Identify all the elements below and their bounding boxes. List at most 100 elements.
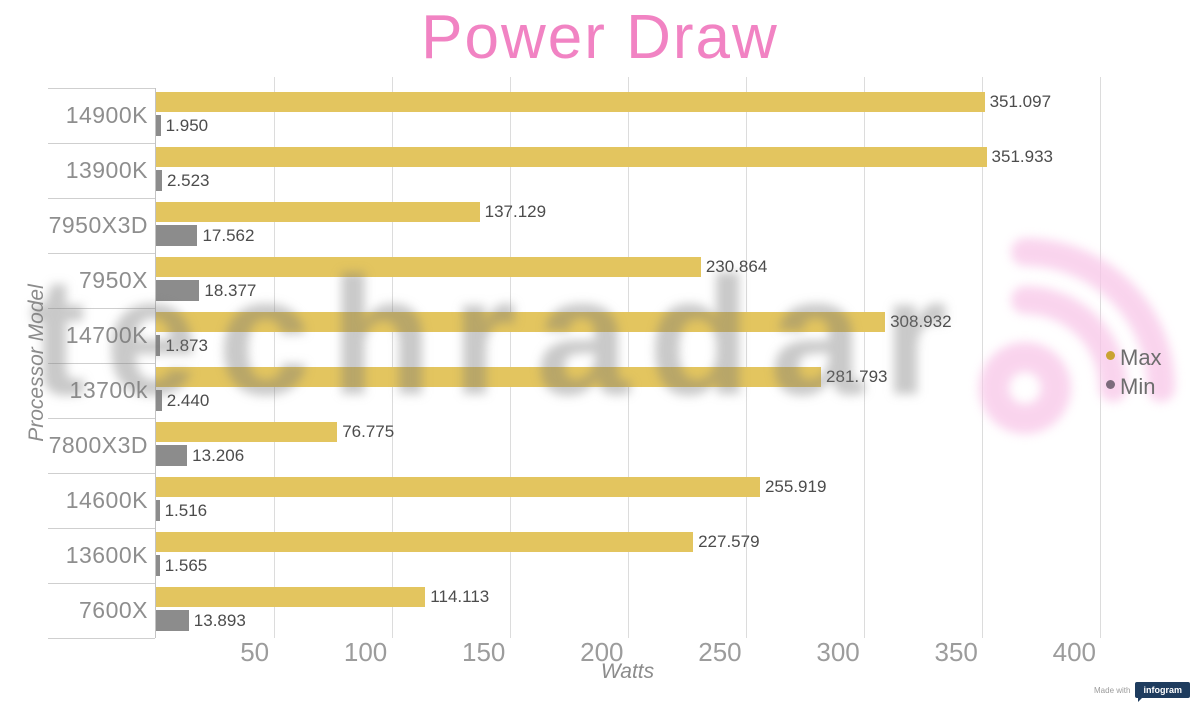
min-bar: 18.377 bbox=[156, 280, 256, 301]
category-separator bbox=[48, 253, 155, 254]
legend: Max Min bbox=[1106, 345, 1162, 403]
category-separator bbox=[48, 528, 155, 529]
legend-dot-max bbox=[1106, 351, 1115, 360]
legend-item-max: Max bbox=[1106, 345, 1162, 371]
min-value-label: 17.562 bbox=[202, 225, 255, 245]
min-value-label: 2.523 bbox=[166, 170, 210, 190]
category-separator bbox=[48, 473, 155, 474]
made-with-label: Made with bbox=[1094, 685, 1131, 695]
chart-title: Power Draw bbox=[421, 3, 779, 72]
min-value-label: 1.950 bbox=[165, 115, 209, 135]
min-value-label: 18.377 bbox=[204, 280, 257, 300]
category-label: 7950X bbox=[78, 267, 148, 293]
x-tick-400: 400 bbox=[1052, 637, 1096, 667]
category-separator bbox=[48, 638, 155, 639]
max-value-label: 351.933 bbox=[991, 147, 1053, 166]
max-bar: 76.775 bbox=[156, 422, 394, 442]
x-tick-250: 250 bbox=[698, 637, 742, 667]
max-value-label: 137.129 bbox=[484, 202, 547, 221]
category-separator bbox=[48, 308, 155, 309]
min-bar: 17.562 bbox=[156, 225, 254, 246]
min-bar: 1.950 bbox=[156, 115, 208, 136]
min-value-label: 1.565 bbox=[164, 555, 208, 575]
max-bar: 308.932 bbox=[156, 312, 952, 332]
max-value-label: 230.864 bbox=[705, 257, 768, 276]
chart-row-14600K: 255.919 1.516 bbox=[156, 473, 1100, 528]
max-bar: 351.933 bbox=[156, 147, 1053, 167]
x-tick-350: 350 bbox=[934, 637, 978, 667]
gridline-300 bbox=[864, 77, 865, 638]
category-separator bbox=[48, 418, 155, 419]
max-bar: 230.864 bbox=[156, 257, 767, 277]
max-value-label: 114.113 bbox=[430, 587, 490, 606]
chart-row-7800X3D: 76.775 13.206 bbox=[156, 418, 1100, 473]
legend-label: Min bbox=[1120, 374, 1156, 399]
x-tick-100: 100 bbox=[343, 637, 388, 667]
category-label: 13600K bbox=[65, 542, 148, 568]
chart-row-14700K: 308.932 1.873 bbox=[156, 308, 1100, 363]
category-label: 7950X3D bbox=[48, 212, 148, 238]
min-bar: 1.516 bbox=[156, 500, 207, 521]
chart-row-7950X3D: 137.129 17.562 bbox=[156, 198, 1100, 253]
max-bar: 114.113 bbox=[156, 587, 489, 607]
chart-row-14900K: 351.097 1.950 bbox=[156, 88, 1100, 143]
min-value-label: 2.440 bbox=[166, 390, 210, 410]
infogram-badge: Made with infogram bbox=[1094, 682, 1190, 702]
min-bar: 1.873 bbox=[156, 335, 208, 356]
category-separator bbox=[48, 198, 155, 199]
chart-row-13700k: 281.793 2.440 bbox=[156, 363, 1100, 418]
chart-row-7600X: 114.113 13.893 bbox=[156, 583, 1100, 638]
min-bar: 2.440 bbox=[156, 390, 209, 411]
x-tick-150: 150 bbox=[461, 637, 506, 667]
min-value-label: 13.893 bbox=[193, 610, 246, 630]
min-value-label: 1.516 bbox=[164, 500, 208, 520]
max-value-label: 227.579 bbox=[698, 532, 760, 551]
gridline-200 bbox=[628, 77, 629, 638]
min-bar: 13.206 bbox=[156, 445, 244, 466]
max-value-label: 351.097 bbox=[989, 92, 1052, 111]
max-value-label: 308.932 bbox=[890, 312, 952, 331]
max-value-label: 281.793 bbox=[826, 367, 888, 386]
max-value-label: 76.775 bbox=[342, 422, 395, 441]
category-label: 14600K bbox=[65, 487, 148, 513]
category-separator bbox=[48, 583, 155, 584]
x-tick-300: 300 bbox=[816, 637, 860, 667]
chart-row-13600K: 227.579 1.565 bbox=[156, 528, 1100, 583]
x-tick-200: 200 bbox=[580, 637, 624, 667]
min-value-label: 1.873 bbox=[165, 335, 208, 355]
category-label: 13700k bbox=[69, 377, 148, 403]
gridline-50 bbox=[274, 77, 275, 638]
min-value-label: 13.206 bbox=[192, 445, 245, 465]
gridline-100 bbox=[392, 77, 393, 638]
max-bar: 351.097 bbox=[156, 92, 1051, 112]
category-label: 7800X3D bbox=[48, 432, 148, 458]
category-separator bbox=[48, 88, 155, 89]
max-bar: 137.129 bbox=[156, 202, 546, 222]
infogram-logo[interactable]: infogram bbox=[1135, 682, 1190, 702]
gridline-150 bbox=[510, 77, 511, 638]
category-label: 7600X bbox=[78, 597, 148, 623]
category-separator bbox=[48, 363, 155, 364]
gridline-400 bbox=[1100, 77, 1101, 638]
legend-label: Max bbox=[1120, 345, 1162, 370]
gridline-250 bbox=[746, 77, 747, 638]
category-label: 14700K bbox=[65, 322, 148, 348]
chart-row-13900K: 351.933 2.523 bbox=[156, 143, 1100, 198]
x-axis-ticks: 50 100 150 200 250 300 350 400 bbox=[155, 637, 1100, 667]
max-bar: 281.793 bbox=[156, 367, 887, 387]
legend-dot-min bbox=[1106, 380, 1115, 389]
min-bar: 1.565 bbox=[156, 555, 207, 576]
chart-row-7950X: 230.864 18.377 bbox=[156, 253, 1100, 308]
y-axis-labels: 14900K 13900K 7950X3D 7950X 14700K 13700k 7800… bbox=[0, 88, 155, 639]
category-label: 13900K bbox=[65, 157, 148, 183]
max-bar: 227.579 bbox=[156, 532, 760, 552]
min-bar: 13.893 bbox=[156, 610, 246, 631]
x-tick-50: 50 bbox=[240, 637, 270, 667]
max-value-label: 255.919 bbox=[764, 477, 827, 496]
x-axis-title: Watts bbox=[600, 660, 655, 683]
min-bar: 2.523 bbox=[156, 170, 210, 191]
plot-area: 351.097 1.950 351.933 2.523 137.129 17.562 230… bbox=[155, 77, 1101, 638]
max-bar: 255.919 bbox=[156, 477, 826, 497]
category-label: 14900K bbox=[65, 102, 148, 128]
